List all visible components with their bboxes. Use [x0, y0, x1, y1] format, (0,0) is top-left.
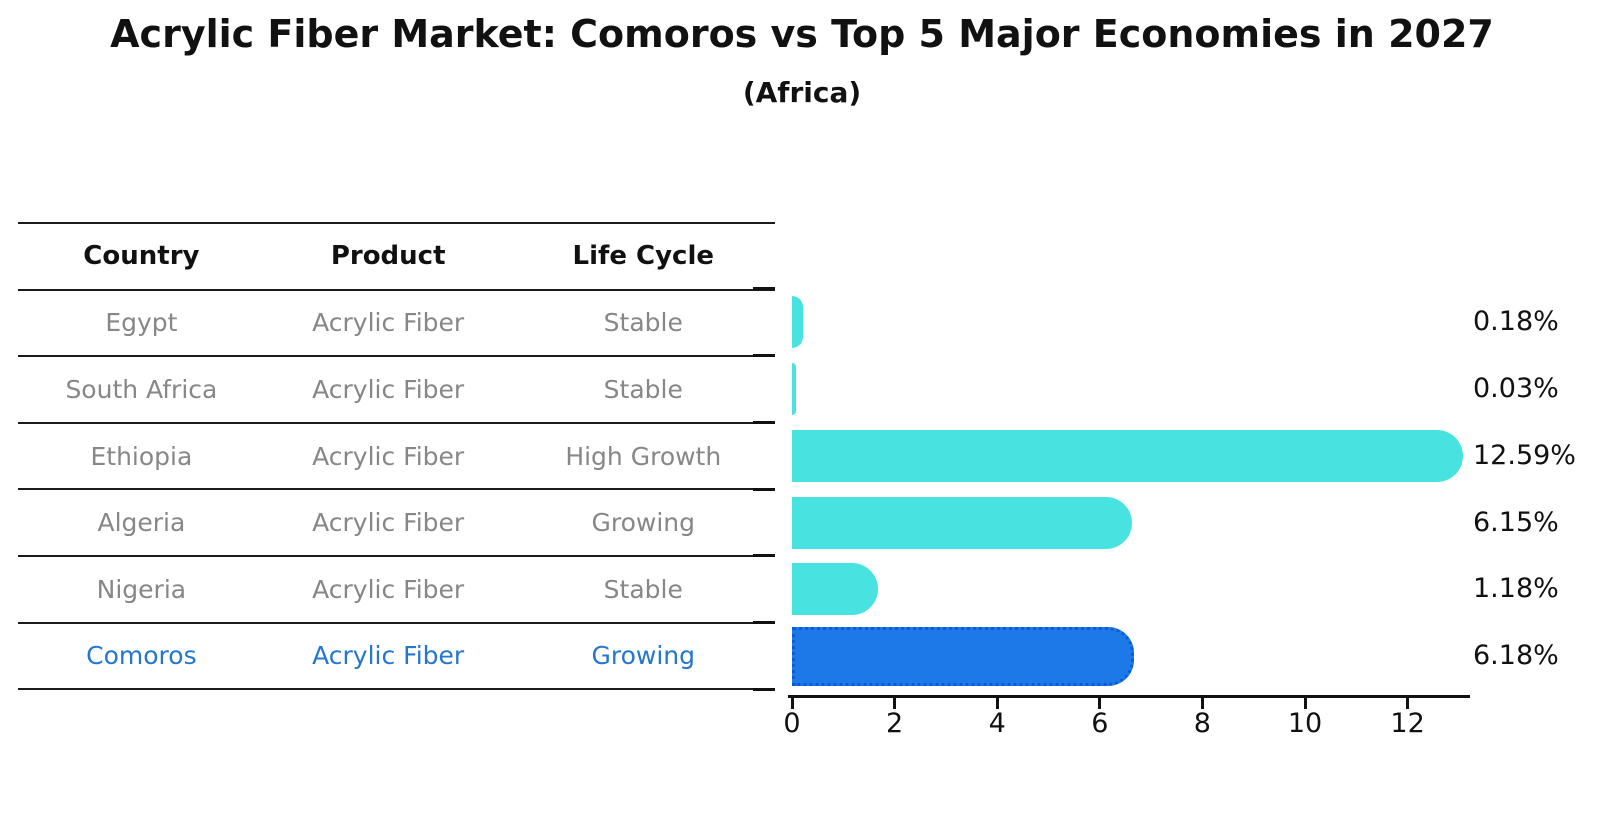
x-axis-tick [1098, 698, 1102, 709]
y-tick-dash [753, 621, 775, 625]
y-tick-dash [753, 287, 775, 291]
header-life-cycle: Life Cycle [572, 241, 714, 272]
bar-algeria [792, 496, 1133, 549]
x-axis-tick [1303, 698, 1307, 709]
y-tick-dash [753, 487, 775, 491]
x-axis-tick-label: 12 [1390, 708, 1425, 739]
x-axis-tick-label: 2 [886, 708, 904, 739]
x-axis-tick [995, 698, 999, 709]
y-tick-dash [753, 420, 775, 424]
x-axis-tick-label: 10 [1287, 708, 1323, 739]
header-product: Product [330, 241, 446, 272]
cell-country: Algeria [97, 508, 186, 538]
table-row-comoros-highlight: Comoros Acrylic Fiber Growing [18, 624, 775, 691]
x-axis-line [788, 695, 1470, 698]
x-axis-tick [1406, 698, 1410, 709]
table-row: Ethiopia Acrylic Fiber High Growth [18, 424, 775, 491]
bar-ethiopia [792, 429, 1463, 482]
cell-product: Acrylic Fiber [312, 641, 465, 671]
value-label: 6.18% [1473, 640, 1559, 672]
cell-life-cycle: Growing [591, 508, 696, 538]
cell-life-cycle: High Growth [565, 441, 722, 471]
x-axis-tick [1200, 698, 1204, 709]
cell-life-cycle: Stable [603, 308, 683, 338]
cell-product: Acrylic Fiber [312, 508, 465, 538]
cell-life-cycle: Stable [603, 374, 683, 404]
value-label: 0.03% [1473, 372, 1559, 404]
cell-country: Ethiopia [90, 441, 193, 471]
value-label: 0.18% [1473, 306, 1559, 338]
cell-country: South Africa [65, 374, 218, 404]
header-country: Country [83, 241, 200, 272]
cell-country: Nigeria [96, 574, 187, 604]
y-tick-dash [753, 688, 775, 691]
bar-south-africa [792, 362, 796, 415]
cell-product: Acrylic Fiber [312, 441, 465, 471]
x-axis-tick-label: 4 [988, 708, 1006, 739]
value-label: 1.18% [1473, 573, 1559, 605]
bar-egypt [792, 296, 804, 349]
table-row: Nigeria Acrylic Fiber Stable [18, 557, 775, 624]
chart-title: Acrylic Fiber Market: Comoros vs Top 5 M… [110, 12, 1494, 56]
table-row: South Africa Acrylic Fiber Stable [18, 357, 775, 424]
cell-life-cycle: Stable [603, 574, 683, 604]
y-tick-dash [753, 354, 775, 357]
value-label: 6.15% [1473, 506, 1559, 538]
table-header-row: Country Product Life Cycle [18, 224, 775, 291]
cell-product: Acrylic Fiber [312, 308, 465, 338]
table-row: Egypt Acrylic Fiber Stable [18, 291, 775, 358]
cell-product: Acrylic Fiber [312, 374, 465, 404]
x-axis-tick-label: 0 [783, 708, 801, 739]
cell-life-cycle: Growing [591, 641, 696, 671]
x-axis-tick [893, 698, 897, 709]
chart-subtitle: (Africa) [742, 76, 862, 109]
cell-country: Egypt [105, 308, 178, 338]
x-axis-tick-label: 6 [1091, 708, 1109, 739]
x-axis-tick-label: 8 [1193, 708, 1211, 739]
y-tick-dash [753, 554, 775, 558]
value-label: 12.59% [1473, 439, 1576, 471]
bar-nigeria [792, 563, 878, 616]
country-table: Country Product Life Cycle Egypt Acrylic… [18, 222, 775, 691]
cell-product: Acrylic Fiber [312, 574, 465, 604]
cell-country: Comoros [86, 641, 197, 671]
table-row: Algeria Acrylic Fiber Growing [18, 490, 775, 557]
bar-comoros-highlighted [792, 626, 1135, 686]
x-axis-tick [790, 698, 794, 709]
